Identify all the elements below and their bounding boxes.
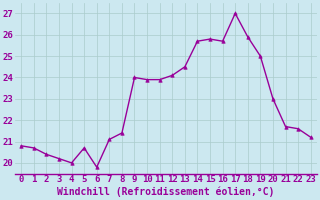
X-axis label: Windchill (Refroidissement éolien,°C): Windchill (Refroidissement éolien,°C): [57, 187, 275, 197]
